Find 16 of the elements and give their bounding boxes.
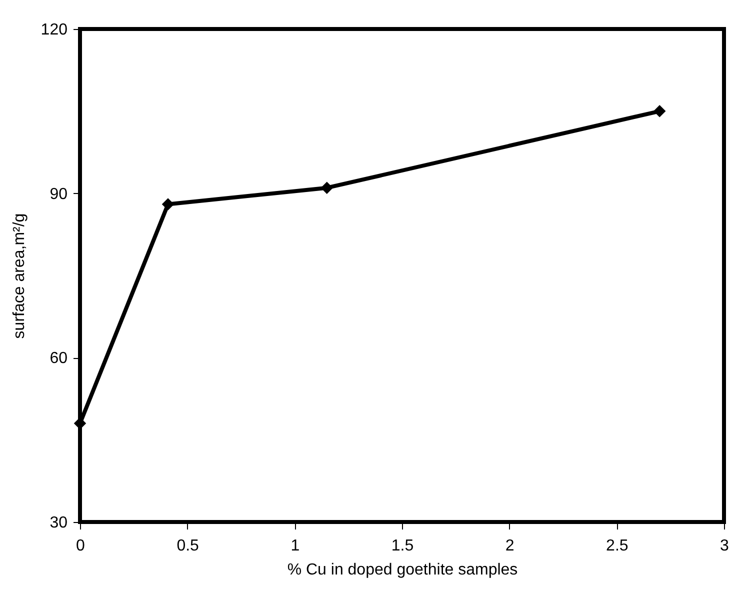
x-axis-title: % Cu in doped goethite samples [287,562,518,578]
x-tick-label: 0 [76,538,86,554]
x-tick-label: 1 [290,538,300,554]
x-tick-label: 3 [720,538,730,554]
y-tick-label: 90 [50,186,68,203]
x-tick-label: 0.5 [176,538,200,554]
point [653,105,666,118]
x-tick-label: 2 [505,538,514,554]
x-tick-label: 2.5 [606,538,628,554]
y-tick-label: 30 [50,514,68,532]
point [320,182,333,194]
y-tick-label: 120 [40,22,68,38]
x-tick-label: 1.5 [391,538,414,554]
y-axis-title: surface area,m²/g [10,213,28,339]
point [162,198,174,210]
y-tick-label: 60 [50,350,68,368]
